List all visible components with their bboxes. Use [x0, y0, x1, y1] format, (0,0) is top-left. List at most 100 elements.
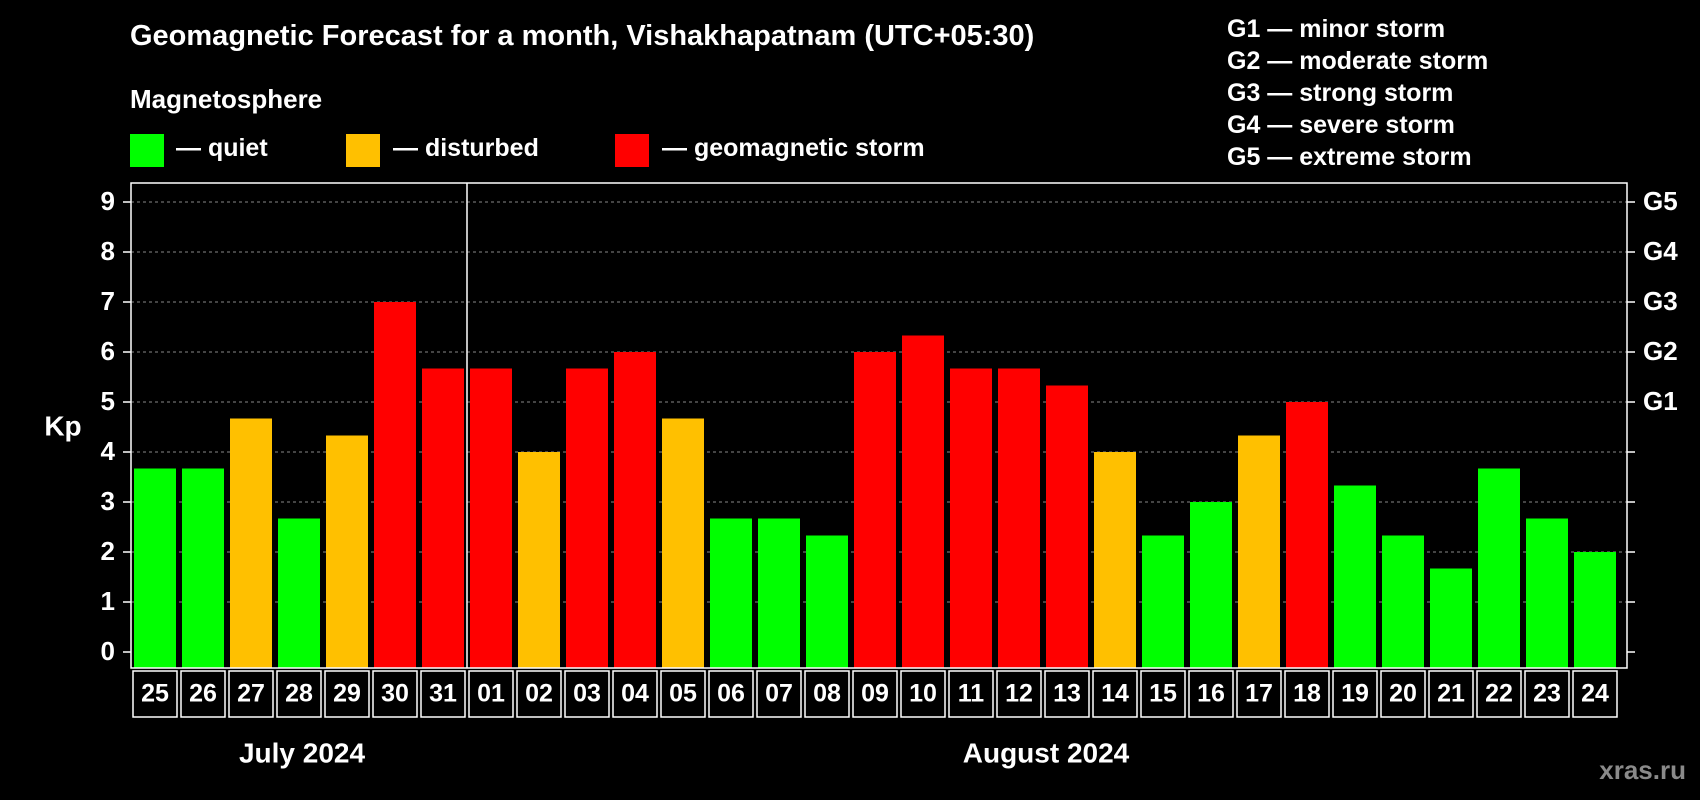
- y-axis-label: Kp: [44, 410, 81, 441]
- bar-26: [182, 468, 224, 668]
- bar-01: [470, 368, 512, 668]
- storm-scale-g1: G1 — minor storm: [1227, 15, 1446, 43]
- y-tick-label: 1: [101, 586, 115, 616]
- x-tick-label: 16: [1197, 680, 1225, 708]
- date-box: [1428, 670, 1474, 718]
- bar-28: [278, 518, 320, 668]
- date-box: [948, 670, 994, 718]
- date-box: [1380, 670, 1426, 718]
- x-tick-label: 06: [717, 680, 745, 708]
- bar-15: [1142, 535, 1184, 668]
- date-box: [1572, 670, 1618, 718]
- bar-30: [374, 302, 416, 668]
- bar-05: [662, 418, 704, 668]
- bar-27: [230, 418, 272, 668]
- bar-07: [758, 518, 800, 668]
- x-tick-label: 21: [1437, 680, 1465, 708]
- date-box: [468, 670, 514, 718]
- bar-23: [1526, 518, 1568, 668]
- x-tick-label: 10: [909, 680, 937, 708]
- date-box: [1092, 670, 1138, 718]
- x-tick-label: 30: [381, 680, 409, 708]
- y-tick-label: 0: [101, 636, 115, 666]
- x-tick-label: 25: [141, 680, 169, 708]
- date-box: [1236, 670, 1282, 718]
- date-box: [996, 670, 1042, 718]
- x-tick-label: 02: [525, 680, 553, 708]
- x-tick-label: 01: [477, 680, 505, 708]
- right-axis-label-g5: G5: [1643, 186, 1678, 216]
- bar-24: [1574, 552, 1616, 668]
- bar-13: [1046, 385, 1088, 668]
- x-tick-label: 24: [1581, 680, 1609, 708]
- legend-swatch-storm: [615, 134, 649, 167]
- bar-16: [1190, 502, 1232, 668]
- legend-heading: Magnetosphere: [130, 84, 323, 114]
- watermark: xras.ru: [1599, 755, 1686, 785]
- x-tick-label: 11: [958, 680, 985, 708]
- x-tick-label: 22: [1485, 680, 1513, 708]
- x-tick-label: 15: [1149, 680, 1177, 708]
- date-box: [852, 670, 898, 718]
- date-box: [180, 670, 226, 718]
- y-tick-label: 9: [101, 186, 115, 216]
- date-box: [1332, 670, 1378, 718]
- y-tick-label: 4: [101, 436, 116, 466]
- x-tick-label: 05: [669, 680, 697, 708]
- bar-29: [326, 435, 368, 668]
- bar-31: [422, 368, 464, 668]
- y-tick-label: 6: [101, 336, 115, 366]
- x-tick-label: 09: [861, 680, 889, 708]
- date-box: [804, 670, 850, 718]
- x-tick-label: 27: [237, 680, 265, 708]
- date-box: [1044, 670, 1090, 718]
- x-tick-label: 13: [1053, 680, 1081, 708]
- x-tick-label: 18: [1293, 680, 1321, 708]
- date-box: [756, 670, 802, 718]
- bar-17: [1238, 435, 1280, 668]
- x-tick-label: 19: [1341, 680, 1369, 708]
- date-box: [900, 670, 946, 718]
- month-label: July 2024: [239, 737, 366, 768]
- storm-scale-g2: G2 — moderate storm: [1227, 47, 1489, 75]
- y-tick-label: 2: [101, 536, 115, 566]
- right-axis-label-g2: G2: [1643, 336, 1678, 366]
- date-box: [1476, 670, 1522, 718]
- bar-11: [950, 368, 992, 668]
- legend-label-storm: — geomagnetic storm: [662, 134, 925, 162]
- date-box: [228, 670, 274, 718]
- bar-14: [1094, 452, 1136, 668]
- legend-label-disturbed: — disturbed: [393, 134, 539, 162]
- date-box: [564, 670, 610, 718]
- date-box: [708, 670, 754, 718]
- bar-12: [998, 368, 1040, 668]
- storm-scale-g4: G4 — severe storm: [1227, 111, 1455, 139]
- x-tick-label: 17: [1245, 680, 1273, 708]
- legend-swatch-disturbed: [346, 134, 380, 167]
- date-box: [1140, 670, 1186, 718]
- x-tick-label: 31: [429, 680, 457, 708]
- right-axis-label-g4: G4: [1643, 236, 1678, 266]
- y-tick-label: 3: [101, 486, 115, 516]
- x-tick-label: 14: [1101, 680, 1129, 708]
- date-box: [1284, 670, 1330, 718]
- bar-10: [902, 335, 944, 668]
- legend-swatch-quiet: [130, 134, 164, 167]
- bar-19: [1334, 485, 1376, 668]
- bar-06: [710, 518, 752, 668]
- bar-08: [806, 535, 848, 668]
- bar-22: [1478, 468, 1520, 668]
- bar-02: [518, 452, 560, 668]
- x-tick-label: 28: [285, 680, 313, 708]
- chart-title: Geomagnetic Forecast for a month, Vishak…: [130, 20, 1035, 52]
- x-tick-label: 23: [1533, 680, 1561, 708]
- date-box: [660, 670, 706, 718]
- bar-21: [1430, 568, 1472, 668]
- x-tick-label: 03: [573, 680, 601, 708]
- bar-20: [1382, 535, 1424, 668]
- x-tick-label: 07: [765, 680, 793, 708]
- date-box: [420, 670, 466, 718]
- date-box: [372, 670, 418, 718]
- x-tick-label: 04: [621, 680, 649, 708]
